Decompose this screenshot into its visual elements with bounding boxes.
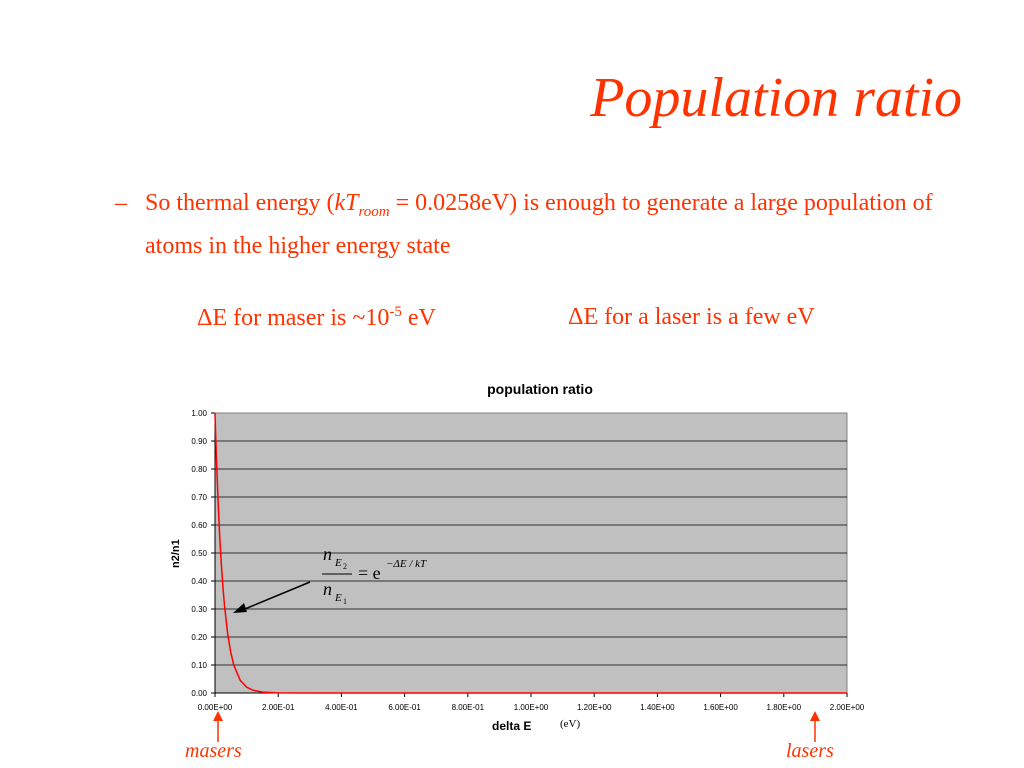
x-tick-label: 6.00E-01 [388, 703, 421, 712]
series-line [214, 412, 847, 694]
lasers-arrowhead [810, 711, 820, 721]
kt-symbol: kT [334, 190, 359, 216]
y-tick-label: 0.00 [191, 689, 207, 698]
x-tick-label: 2.00E+00 [830, 703, 865, 712]
formula-den-n: n [323, 579, 332, 599]
grid-lines [215, 440, 847, 666]
x-tick-label: 4.00E-01 [325, 703, 358, 712]
masers-arrowhead [213, 711, 223, 721]
x-tick-label: 1.20E+00 [577, 703, 612, 712]
y-tick-label: 0.80 [191, 465, 207, 474]
formula-exp: −ΔE / kT [386, 558, 427, 570]
formula-den-subsub: 1 [343, 597, 347, 606]
maser-exponent: -5 [389, 304, 402, 320]
formula-num-subsub: 2 [343, 562, 347, 571]
y-tick-labels: 0.00 0.10 0.20 0.30 0.40 0.50 0.60 0.70 0.80 0.90… [191, 409, 207, 698]
y-tick-label: 0.30 [191, 605, 207, 614]
formula-eq: = e [358, 563, 381, 583]
masers-label: masers [185, 740, 242, 762]
bullet-dash: – [115, 190, 127, 216]
x-tick-label: 8.00E-01 [452, 703, 485, 712]
y-tick-label: 0.40 [191, 577, 207, 586]
slide-title: Population ratio [590, 67, 962, 129]
boltzmann-formula: n E 2 = e −ΔE / kT n E 1 [322, 544, 427, 606]
bullet-pre: So thermal energy ( [145, 190, 335, 216]
bullet-paragraph: – So thermal energy (kTroom = 0.0258eV) … [115, 186, 935, 263]
y-axis-label: n2/n1 [170, 539, 182, 568]
formula-den-sub: E [334, 592, 342, 604]
x-tick-labels: 0.00E+00 2.00E-01 4.00E-01 6.00E-01 8.00E-01… [198, 703, 865, 712]
delta-symbol: Δ [197, 305, 213, 331]
annotation-arrowhead [233, 603, 247, 613]
lasers-label: lasers [786, 740, 834, 762]
chart-title: population ratio [487, 381, 593, 397]
x-tick-label: 1.60E+00 [703, 703, 738, 712]
annotation-arrow [239, 581, 311, 612]
maser-text: E for maser is ~10 [212, 305, 390, 331]
x-tick-label: 0.00E+00 [198, 703, 233, 712]
y-tick-label: 0.20 [191, 633, 207, 642]
maser-delta-text: ΔE for maser is ~10-5 eV [197, 304, 436, 332]
formula-num-sub: E [334, 557, 342, 569]
bullet-text: So thermal energy (kTroom = 0.0258eV) is… [145, 186, 935, 263]
bullet-rest: = 0.0258eV) is enough to generate a larg… [145, 190, 933, 259]
x-tick-label: 1.00E+00 [514, 703, 549, 712]
y-tick-label: 0.60 [191, 521, 207, 530]
y-tick-label: 0.70 [191, 493, 207, 502]
x-tick-label: 2.00E-01 [262, 703, 295, 712]
y-tick-label: 1.00 [191, 409, 207, 418]
y-tick-label: 0.10 [191, 661, 207, 670]
y-tick-label: 0.50 [191, 549, 207, 558]
y-tick-label: 0.90 [191, 437, 207, 446]
formula-num-n: n [323, 544, 332, 564]
x-tick-label: 1.40E+00 [640, 703, 675, 712]
x-axis-unit: (eV) [560, 718, 581, 730]
maser-unit: eV [401, 305, 436, 331]
kt-subscript: room [358, 203, 390, 220]
x-axis-label: delta E [492, 719, 532, 733]
laser-delta-text: ΔE for a laser is a few eV [568, 304, 815, 331]
laser-text: E for a laser is a few eV [583, 304, 815, 330]
delta-symbol: Δ [568, 304, 584, 330]
x-tick-label: 1.80E+00 [767, 703, 802, 712]
